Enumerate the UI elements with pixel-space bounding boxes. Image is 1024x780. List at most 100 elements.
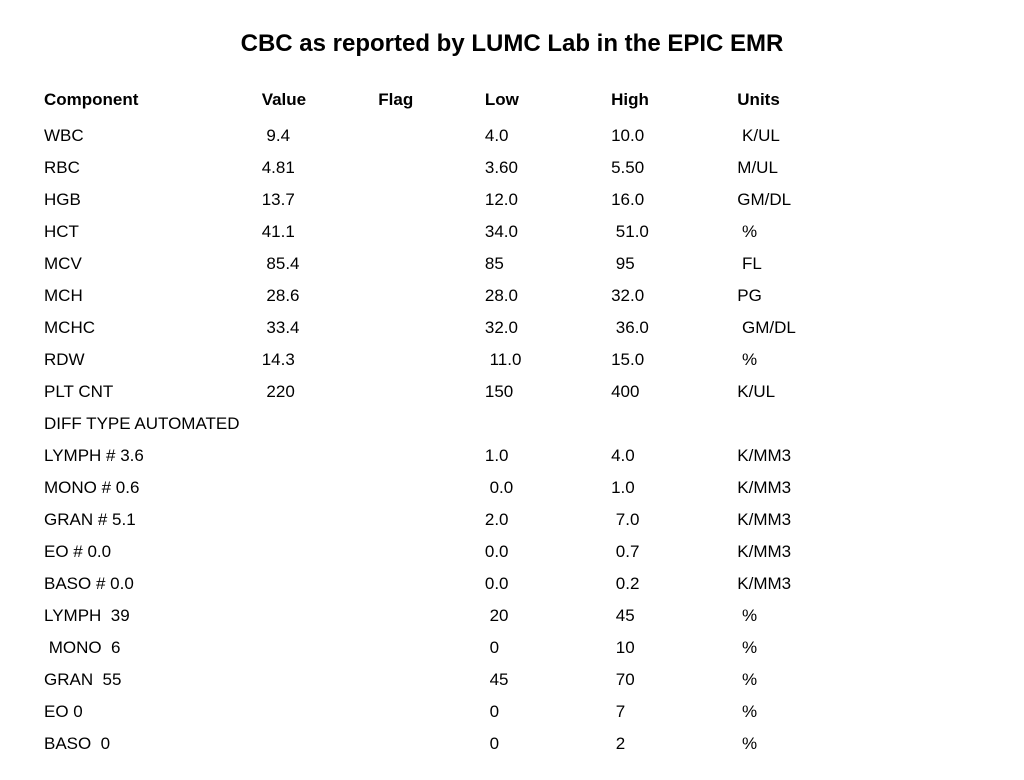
table-row: LYMPH # 3.61.04.0K/MM3	[40, 440, 860, 472]
cell-high	[607, 408, 733, 440]
page-title: CBC as reported by LUMC Lab in the EPIC …	[40, 30, 984, 58]
cell-low: 20	[481, 600, 607, 632]
lab-report-page: CBC as reported by LUMC Lab in the EPIC …	[0, 0, 1024, 780]
header-value: Value	[258, 86, 375, 120]
cell-high: 45	[607, 600, 733, 632]
cell-flag	[374, 536, 481, 568]
cell-low: 2.0	[481, 504, 607, 536]
cell-high: 1.0	[607, 472, 733, 504]
cell-flag	[374, 152, 481, 184]
cell-flag	[374, 664, 481, 696]
cell-high: 10	[607, 632, 733, 664]
table-row: EO 0 0 7 %	[40, 696, 860, 728]
cell-value	[258, 632, 375, 664]
table-row: LYMPH 39 20 45 %	[40, 600, 860, 632]
cell-value	[258, 440, 375, 472]
cell-component: EO 0	[40, 696, 258, 728]
cell-component: MCHC	[40, 312, 258, 344]
cell-low	[481, 408, 607, 440]
table-row: WBC 9.4 4.010.0 K/UL	[40, 120, 860, 152]
cell-flag	[374, 376, 481, 408]
cell-value: 4.81	[258, 152, 375, 184]
cell-flag	[374, 728, 481, 760]
cell-units: K/MM3	[733, 536, 860, 568]
cell-units: K/UL	[733, 376, 860, 408]
table-row: DIFF TYPE AUTOMATED	[40, 408, 860, 440]
cell-units: %	[733, 696, 860, 728]
cell-high: 4.0	[607, 440, 733, 472]
cell-low: 11.0	[481, 344, 607, 376]
cell-low: 1.0	[481, 440, 607, 472]
cell-high: 51.0	[607, 216, 733, 248]
table-row: MCV 85.485 95 FL	[40, 248, 860, 280]
header-flag: Flag	[374, 86, 481, 120]
cell-flag	[374, 120, 481, 152]
header-high: High	[607, 86, 733, 120]
table-row: PLT CNT 220150400K/UL	[40, 376, 860, 408]
cell-high: 400	[607, 376, 733, 408]
cell-value	[258, 408, 375, 440]
cell-component: WBC	[40, 120, 258, 152]
cell-high: 70	[607, 664, 733, 696]
cell-flag	[374, 280, 481, 312]
cell-high: 16.0	[607, 184, 733, 216]
cell-flag	[374, 248, 481, 280]
cell-value	[258, 504, 375, 536]
cell-component: EO # 0.0	[40, 536, 258, 568]
cell-flag	[374, 184, 481, 216]
cell-high: 0.7	[607, 536, 733, 568]
cell-low: 4.0	[481, 120, 607, 152]
cell-units: K/MM3	[733, 504, 860, 536]
cell-units: %	[733, 216, 860, 248]
cell-component: LYMPH 39	[40, 600, 258, 632]
cell-component: MCV	[40, 248, 258, 280]
cell-units: %	[733, 600, 860, 632]
cell-flag	[374, 344, 481, 376]
table-row: MONO 6 0 10 %	[40, 632, 860, 664]
cell-component: MONO # 0.6	[40, 472, 258, 504]
cell-component: GRAN # 5.1	[40, 504, 258, 536]
cell-value	[258, 536, 375, 568]
cell-low: 34.0	[481, 216, 607, 248]
cell-units	[733, 408, 860, 440]
cell-value	[258, 472, 375, 504]
cell-flag	[374, 632, 481, 664]
cell-component: HGB	[40, 184, 258, 216]
cell-value: 14.3	[258, 344, 375, 376]
lab-results-table: Component Value Flag Low High Units WBC …	[40, 86, 860, 760]
cell-low: 0.0	[481, 568, 607, 600]
cell-low: 3.60	[481, 152, 607, 184]
cell-low: 12.0	[481, 184, 607, 216]
cell-units: K/MM3	[733, 472, 860, 504]
cell-component: PLT CNT	[40, 376, 258, 408]
lab-results-tbody: WBC 9.44.010.0 K/ULRBC4.813.605.50M/ULHG…	[40, 120, 860, 760]
table-row: MCHC 33.432.0 36.0 GM/DL	[40, 312, 860, 344]
cell-flag	[374, 312, 481, 344]
table-row: HGB13.7 12.016.0GM/DL	[40, 184, 860, 216]
cell-component: RBC	[40, 152, 258, 184]
table-row: EO # 0.00.0 0.7K/MM3	[40, 536, 860, 568]
table-row: BASO 0 0 2 %	[40, 728, 860, 760]
cell-value: 13.7	[258, 184, 375, 216]
cell-component: HCT	[40, 216, 258, 248]
cell-low: 150	[481, 376, 607, 408]
table-row: RDW14.3 11.015.0 %	[40, 344, 860, 376]
table-row: MONO # 0.6 0.01.0K/MM3	[40, 472, 860, 504]
cell-low: 28.0	[481, 280, 607, 312]
table-row: RBC4.813.605.50M/UL	[40, 152, 860, 184]
table-row: GRAN 55 45 70 %	[40, 664, 860, 696]
table-row: HCT41.134.0 51.0 %	[40, 216, 860, 248]
cell-high: 0.2	[607, 568, 733, 600]
cell-high: 10.0	[607, 120, 733, 152]
cell-component: LYMPH # 3.6	[40, 440, 258, 472]
cell-units: GM/DL	[733, 184, 860, 216]
cell-flag	[374, 504, 481, 536]
cell-component: RDW	[40, 344, 258, 376]
cell-value: 9.4	[258, 120, 375, 152]
cell-units: K/UL	[733, 120, 860, 152]
cell-value: 33.4	[258, 312, 375, 344]
cell-flag	[374, 408, 481, 440]
cell-flag	[374, 696, 481, 728]
cell-high: 15.0	[607, 344, 733, 376]
cell-low: 85	[481, 248, 607, 280]
